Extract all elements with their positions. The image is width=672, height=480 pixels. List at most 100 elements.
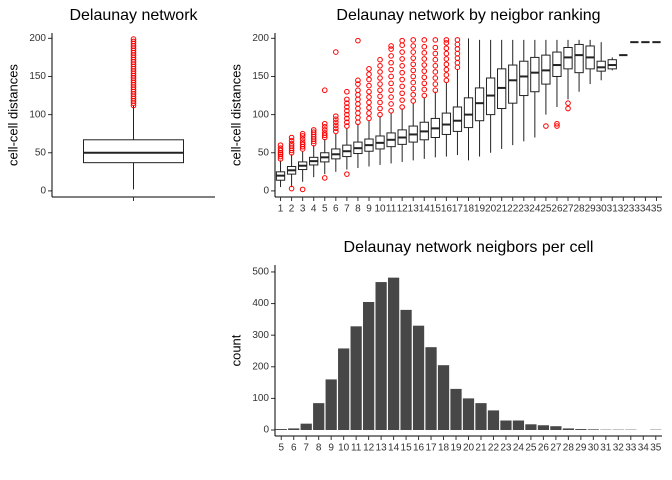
outlier	[366, 104, 372, 111]
x-tick-label: 28	[563, 443, 575, 454]
x-tick-label: 13	[376, 443, 388, 454]
x-tick-label: 31	[600, 443, 612, 454]
x-tick-label: 8	[316, 443, 322, 454]
x-tick-label: 3	[300, 204, 306, 215]
outlier	[399, 42, 405, 49]
x-tick-label: 20	[485, 204, 497, 215]
outlier	[421, 56, 428, 62]
x-tick-label: 20	[463, 443, 475, 454]
outlier	[421, 92, 428, 99]
x-tick-label: 32	[618, 204, 630, 215]
x-tick-label: 23	[500, 443, 512, 454]
outlier	[344, 100, 350, 106]
outlier	[410, 37, 417, 43]
x-tick-label: 9	[328, 443, 334, 454]
outlier	[321, 127, 328, 133]
outlier	[432, 63, 439, 69]
outlier	[333, 125, 339, 132]
y-tick-label: 0	[40, 186, 46, 197]
outlier	[454, 37, 461, 43]
outlier	[410, 67, 417, 74]
outlier	[366, 110, 372, 116]
outlier	[410, 61, 417, 68]
outlier	[421, 50, 428, 56]
outlier	[432, 81, 439, 87]
x-tick-label: 11	[351, 443, 362, 454]
x-tick-label: 13	[408, 204, 420, 215]
bar	[462, 398, 475, 430]
outlier	[410, 73, 417, 80]
outlier	[399, 90, 405, 97]
outlier	[355, 81, 361, 87]
x-tick-label: 12	[397, 204, 409, 215]
outlier	[399, 56, 405, 62]
bar	[487, 410, 500, 430]
bar	[500, 420, 512, 430]
x-tick-label: 34	[640, 204, 652, 215]
outlier	[333, 49, 339, 55]
x-tick-label: 27	[562, 204, 574, 215]
outlier	[410, 49, 417, 55]
bar	[412, 325, 425, 430]
x-tick-label: 12	[363, 443, 375, 454]
outlier	[377, 75, 383, 81]
outlier	[277, 147, 284, 154]
outlier	[321, 120, 328, 127]
x-tick-label: 15	[401, 443, 413, 454]
x-tick-label: 10	[374, 204, 386, 215]
outlier	[432, 56, 439, 63]
outlier	[366, 82, 372, 89]
outlier	[377, 105, 383, 112]
outlier	[333, 116, 339, 122]
outlier	[299, 130, 306, 137]
outlier	[443, 77, 450, 84]
outlier	[277, 145, 284, 151]
outlier	[388, 66, 394, 73]
x-tick-label: 4	[311, 204, 317, 215]
outlier	[377, 111, 383, 118]
x-tick-label: 5	[278, 443, 284, 454]
bar	[512, 420, 525, 430]
outlier	[355, 77, 361, 84]
box	[474, 87, 485, 122]
y-tick-label: 200	[252, 33, 269, 44]
outlier	[377, 87, 383, 94]
outlier	[366, 76, 372, 83]
outlier	[565, 105, 571, 112]
outlier	[388, 80, 394, 87]
outlier	[299, 136, 306, 142]
outlier	[388, 108, 394, 114]
x-tick-label: 25	[540, 204, 552, 215]
outlier	[288, 185, 295, 192]
outlier	[355, 101, 361, 107]
bar	[562, 428, 574, 430]
x-tick-label: 32	[613, 443, 625, 454]
outlier	[277, 142, 284, 148]
outlier	[377, 99, 383, 106]
x-tick-label: 7	[303, 443, 309, 454]
outlier	[554, 123, 560, 129]
outlier	[366, 88, 372, 95]
outlier	[288, 143, 295, 149]
outlier	[388, 101, 394, 107]
outlier	[366, 94, 372, 100]
y-tick-label: 200	[252, 361, 269, 372]
bar	[275, 429, 287, 430]
x-tick-label: 22	[488, 443, 500, 454]
outlier	[565, 100, 571, 106]
y-tick-label: 500	[252, 267, 269, 278]
outlier	[443, 37, 450, 43]
outlier	[454, 46, 461, 52]
outlier	[388, 94, 394, 100]
outlier	[454, 50, 461, 57]
chart-title: Delaunay network	[69, 7, 198, 24]
y-tick-label: 50	[35, 147, 47, 158]
outlier	[377, 93, 383, 100]
y-tick-label: 200	[29, 33, 46, 44]
x-tick-label: 16	[441, 204, 453, 215]
outlier	[366, 71, 372, 77]
y-tick-label: 0	[263, 186, 269, 197]
x-tick-label: 33	[625, 443, 637, 454]
outlier	[399, 83, 405, 90]
x-tick-label: 23	[518, 204, 530, 215]
